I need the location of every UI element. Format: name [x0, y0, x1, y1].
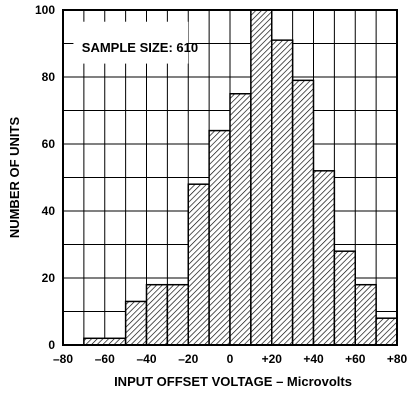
sample-size-box: SAMPLE SIZE: 610: [73, 21, 198, 64]
x-tick-label: –20: [178, 352, 198, 366]
histogram-bar: [124, 300, 148, 346]
histogram-bar: [354, 283, 377, 346]
histogram-bar: [83, 337, 127, 346]
y-tick-label: 100: [35, 3, 55, 17]
histogram-bars: [83, 9, 398, 346]
y-tick-label: 80: [42, 70, 56, 84]
histogram-bar: [229, 93, 252, 346]
y-tick-label: 60: [42, 137, 56, 151]
histogram-bar: [271, 39, 294, 346]
sample-size-label: SAMPLE SIZE: 610: [82, 40, 198, 55]
histogram-bar: [291, 79, 315, 346]
x-tick-label: +40: [303, 352, 324, 366]
x-tick-label: +80: [387, 352, 408, 366]
x-tick-label: –60: [95, 352, 115, 366]
histogram-bar: [375, 317, 398, 346]
x-tick-label: –40: [136, 352, 156, 366]
histogram-bar: [250, 9, 273, 346]
x-tick-label: 0: [227, 352, 234, 366]
x-tick-label: –80: [53, 352, 73, 366]
y-tick-label: 20: [42, 271, 56, 285]
x-axis-title: INPUT OFFSET VOLTAGE – Microvolts: [114, 374, 352, 389]
histogram-bar: [333, 250, 356, 346]
histogram-bar: [187, 183, 210, 346]
histogram-bar: [312, 170, 336, 346]
histogram-bar: [208, 129, 231, 346]
histogram-bar: [166, 283, 189, 346]
y-tick-label: 0: [48, 338, 55, 352]
histogram-bar: [145, 283, 169, 346]
x-tick-labels: –80 –60 –40 –20 0 +20 +40 +60 +80: [53, 352, 408, 366]
x-tick-label: +60: [345, 352, 366, 366]
x-tick-label: +20: [262, 352, 283, 366]
y-axis-title: NUMBER OF UNITS: [7, 117, 22, 239]
plot-frame: [62, 9, 398, 346]
y-tick-label: 40: [42, 204, 56, 218]
y-tick-labels: 0 20 40 60 80 100: [35, 3, 55, 352]
